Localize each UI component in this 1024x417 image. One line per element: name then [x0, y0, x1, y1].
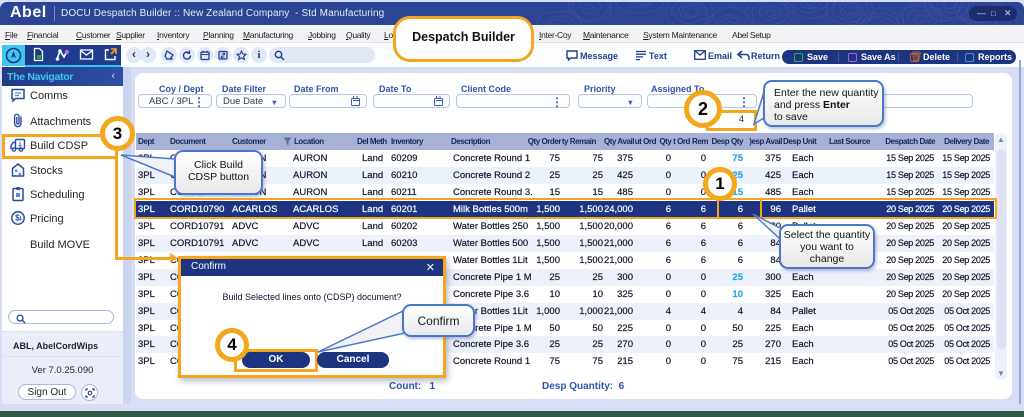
svg-text:$: $: [15, 214, 20, 223]
